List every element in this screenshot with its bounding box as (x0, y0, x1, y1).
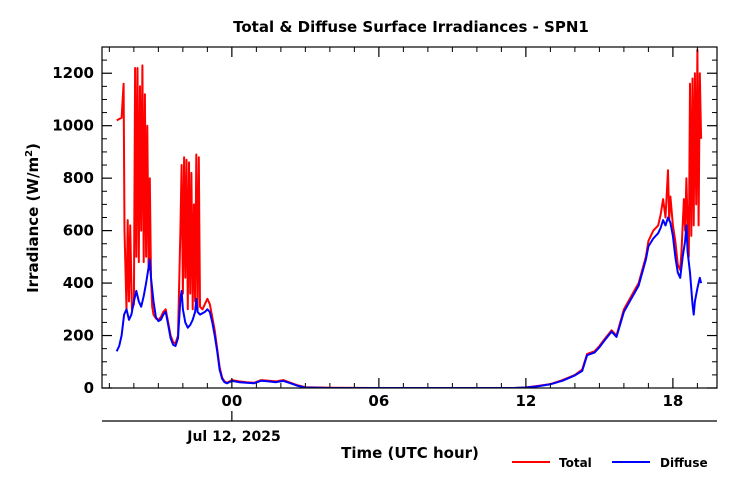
legend-label-total: Total (559, 456, 592, 470)
y-tick-label: 1200 (52, 64, 94, 82)
y-tick-label: 200 (63, 327, 94, 345)
axes-layer: 0 200 400 600 800 1000 1200 00 06 12 18 (52, 46, 718, 421)
y-tick-label: 600 (63, 222, 94, 240)
x-tick-label: 12 (515, 392, 536, 410)
date-label: Jul 12, 2025 (186, 429, 281, 445)
x-tick-label: 00 (221, 392, 242, 410)
y-tick-label: 800 (63, 169, 94, 187)
y-tick-label: 0 (84, 379, 94, 397)
y-tick-label: 1000 (52, 117, 94, 135)
legend: Total Diffuse (512, 456, 708, 470)
series-line-diffuse (115, 216, 703, 388)
svg-text:Irradiance (W/m2): Irradiance (W/m2) (24, 143, 42, 293)
y-axis-label-text: Irradiance (W/m (24, 157, 42, 293)
y-tick-label: 400 (63, 274, 94, 292)
y-axis-label: Irradiance (W/m2) (24, 143, 42, 293)
series-line-total (116, 48, 703, 388)
legend-label-diffuse: Diffuse (660, 456, 708, 470)
chart-title: Total & Diffuse Surface Irradiances - SP… (233, 18, 589, 36)
x-tick-label: 06 (368, 392, 389, 410)
series-layer (115, 48, 703, 388)
x-tick-label: 18 (662, 392, 683, 410)
y-axis-label-superscript: 2 (24, 150, 35, 157)
y-axis-label-close: ) (24, 143, 42, 150)
x-axis-label: Time (UTC hour) (341, 444, 479, 462)
